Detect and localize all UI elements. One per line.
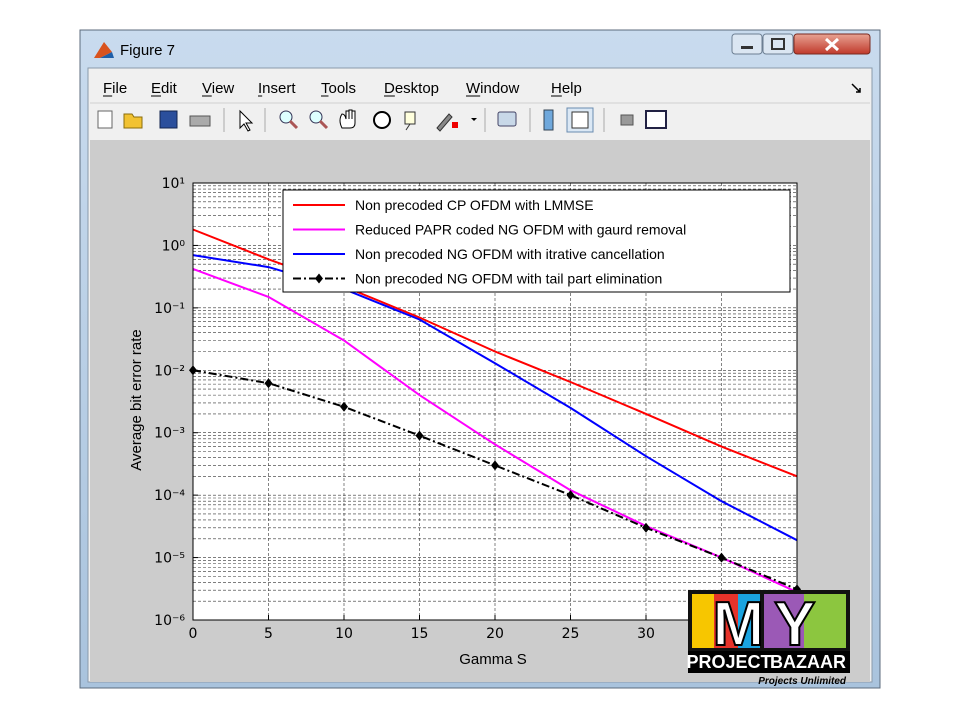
zoom-out-icon[interactable] — [309, 110, 329, 130]
open-icon[interactable] — [123, 113, 143, 129]
data-point — [264, 378, 273, 389]
y-tick-label: 10⁰ — [162, 238, 186, 254]
legend-label: Non precoded NG OFDM with tail part elim… — [355, 271, 662, 287]
data-point — [415, 430, 424, 441]
logo-block — [692, 594, 714, 648]
pointer-icon[interactable] — [239, 109, 254, 132]
logo-block — [764, 594, 804, 648]
y-tick-label: 10⁻⁵ — [154, 551, 185, 567]
brush-dropdown[interactable] — [471, 118, 477, 121]
zoom-in-icon[interactable] — [279, 110, 299, 130]
y-tick-label: 10⁻¹ — [154, 301, 185, 317]
toolbar — [97, 107, 667, 133]
data-point — [491, 460, 499, 471]
data-point — [340, 401, 348, 412]
legend: Non precoded CP OFDM with LMMSE Reduced P… — [282, 189, 791, 293]
logo-block — [738, 594, 760, 648]
legend-label: Non precoded CP OFDM with LMMSE — [355, 197, 594, 213]
y-tick-label: 10⁻² — [154, 363, 185, 379]
logo-brand: BAZAAR — [770, 652, 846, 672]
data-point — [566, 490, 575, 501]
x-tick-label: 0 — [189, 626, 198, 642]
x-tick-label: 15 — [411, 626, 429, 642]
y-tick-label: 10⁻³ — [154, 426, 185, 442]
data-cursor-icon[interactable] — [404, 111, 416, 131]
legend-icon[interactable] — [571, 111, 589, 129]
legend-label: Reduced PAPR coded NG OFDM with gaurd re… — [355, 222, 686, 238]
rotate-icon[interactable] — [373, 111, 391, 129]
colorbar-icon[interactable] — [543, 109, 554, 131]
data-point — [717, 552, 726, 563]
x-tick-label: 30 — [637, 626, 655, 642]
dock-icon[interactable] — [645, 110, 667, 129]
data-point — [642, 522, 650, 533]
brush-color[interactable] — [452, 122, 458, 128]
logo-brand: PROJECT — [686, 652, 771, 672]
logo-block — [714, 594, 738, 648]
y-tick-label: 10⁻⁶ — [154, 613, 185, 629]
window-title: Figure 7 — [120, 42, 175, 59]
y-tick-label: 10¹ — [162, 176, 185, 192]
menu-item[interactable]: File — [103, 80, 127, 97]
watermark: MY PROJECT BAZAAR Projects Unlimited — [686, 589, 850, 687]
menu-item[interactable]: Desktop — [384, 80, 439, 97]
minimize-button[interactable] — [731, 33, 763, 55]
x-tick-label: 5 — [264, 626, 273, 642]
y-tick-label: 10⁻⁴ — [154, 488, 185, 504]
legend-label: Non precoded NG OFDM with itrative cance… — [355, 246, 665, 262]
x-axis-label: Gamma S — [459, 651, 527, 668]
x-tick-label: 25 — [562, 626, 580, 642]
menu-item[interactable]: Edit — [151, 80, 178, 97]
brush-icon[interactable] — [436, 113, 453, 132]
pan-icon[interactable] — [339, 109, 356, 129]
new-icon[interactable] — [97, 110, 113, 129]
maximize-button[interactable] — [762, 33, 794, 55]
print-icon[interactable] — [189, 115, 211, 127]
logo-banner — [688, 651, 850, 673]
y-axis-label: Average bit error rate — [128, 329, 145, 470]
logo-block — [804, 594, 846, 648]
menu-item[interactable]: Window — [466, 80, 520, 97]
app-icon — [94, 42, 114, 58]
menu-item[interactable]: Tools — [321, 80, 356, 97]
plot-lines — [189, 228, 801, 595]
menu-item[interactable]: Help — [551, 80, 582, 97]
save-icon[interactable] — [159, 110, 178, 129]
legend-box — [282, 189, 791, 293]
logo-mark: MY — [713, 590, 826, 659]
legend-marker — [315, 273, 323, 284]
menu-item[interactable]: Insert — [258, 80, 296, 97]
hide-tools-icon[interactable] — [620, 114, 634, 126]
link-icon[interactable] — [497, 111, 517, 127]
menu-item[interactable]: View — [202, 80, 234, 97]
logo-tagline: Projects Unlimited — [758, 676, 847, 687]
x-tick-label: 20 — [486, 626, 504, 642]
menu-bar: File Edit View Insert Tools Desktop Window Help — [103, 80, 582, 97]
x-tick-label: 10 — [335, 626, 353, 642]
dock-arrow[interactable] — [851, 83, 861, 93]
close-button[interactable] — [793, 33, 871, 55]
series-line — [192, 369, 798, 591]
